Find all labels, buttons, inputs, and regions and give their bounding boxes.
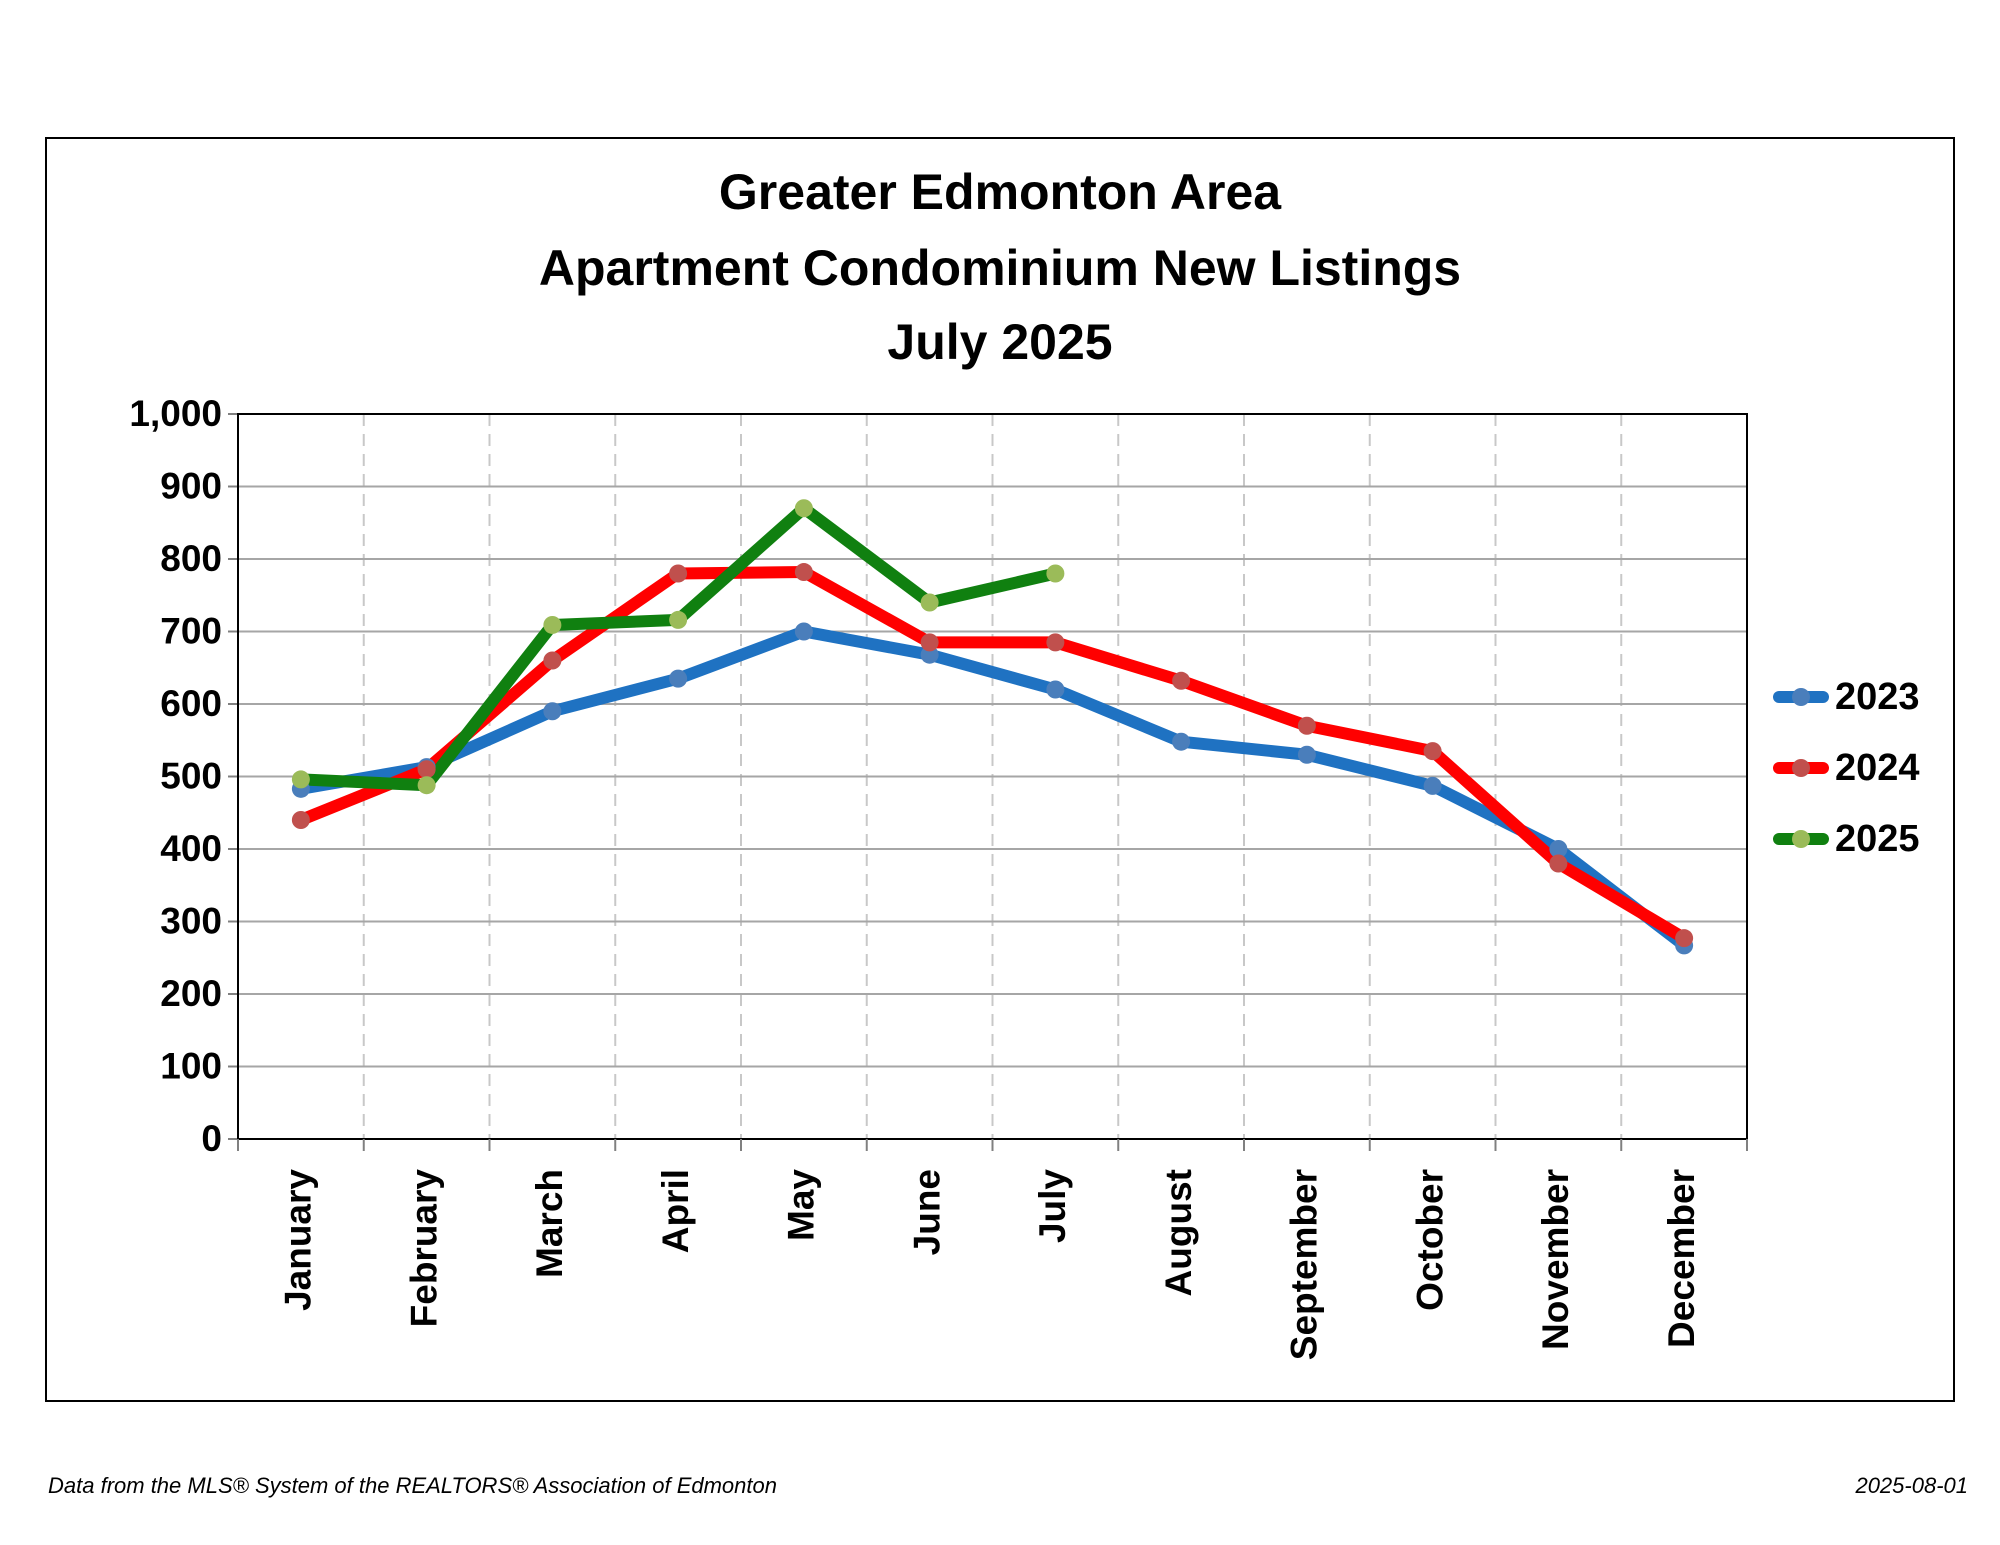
data-point bbox=[669, 669, 688, 688]
data-point bbox=[1172, 671, 1191, 690]
data-point bbox=[1297, 745, 1316, 764]
y-tick-label: 200 bbox=[160, 973, 222, 1014]
data-point bbox=[669, 564, 688, 583]
x-tick-label: August bbox=[1158, 1169, 1199, 1296]
x-tick-label: July bbox=[1032, 1169, 1073, 1243]
data-point bbox=[543, 702, 562, 721]
y-tick-label: 1,000 bbox=[129, 393, 222, 434]
data-point bbox=[920, 645, 939, 664]
x-tick-label: November bbox=[1535, 1169, 1576, 1350]
y-tick-label: 400 bbox=[160, 828, 222, 869]
data-point bbox=[1297, 716, 1316, 735]
x-tick-label: March bbox=[529, 1169, 570, 1278]
data-point bbox=[794, 622, 813, 641]
y-tick-label: 100 bbox=[160, 1045, 222, 1086]
data-point bbox=[794, 499, 813, 518]
y-tick-label: 300 bbox=[160, 900, 222, 941]
series-line bbox=[294, 566, 1691, 945]
y-tick-label: 600 bbox=[160, 683, 222, 724]
y-tick-label: 0 bbox=[201, 1118, 222, 1159]
data-point bbox=[1423, 742, 1442, 761]
data-point bbox=[669, 610, 688, 629]
data-point bbox=[543, 615, 562, 634]
x-tick-label: May bbox=[781, 1169, 822, 1241]
x-tick-label: October bbox=[1409, 1169, 1450, 1311]
data-point bbox=[1046, 633, 1065, 652]
date-note: 2025-08-01 bbox=[1854, 1473, 1968, 1498]
x-tick-label: February bbox=[403, 1169, 444, 1328]
legend-label: 2025 bbox=[1835, 818, 1920, 860]
legend-marker bbox=[1792, 759, 1810, 777]
data-point bbox=[1046, 564, 1065, 583]
data-point bbox=[920, 593, 939, 612]
y-tick-label: 900 bbox=[160, 465, 222, 506]
source-note: Data from the MLS® System of the REALTOR… bbox=[48, 1473, 777, 1498]
data-point bbox=[417, 760, 436, 779]
legend-label: 2023 bbox=[1835, 676, 1920, 718]
data-point bbox=[291, 770, 310, 789]
data-point bbox=[920, 633, 939, 652]
data-point bbox=[291, 811, 310, 829]
data-point bbox=[1549, 840, 1568, 858]
data-point bbox=[794, 563, 813, 582]
x-tick-label: September bbox=[1284, 1169, 1325, 1360]
y-tick-label: 500 bbox=[160, 755, 222, 796]
data-point bbox=[1675, 929, 1694, 948]
chart-title: Apartment Condominium New Listings bbox=[539, 240, 1461, 296]
legend-label: 2024 bbox=[1835, 747, 1920, 789]
legend-marker bbox=[1792, 688, 1810, 706]
legend-marker bbox=[1792, 830, 1810, 848]
x-tick-label: December bbox=[1661, 1169, 1702, 1348]
data-point bbox=[543, 651, 562, 670]
data-point bbox=[1549, 854, 1568, 873]
data-point bbox=[1046, 680, 1065, 699]
chart-title: Greater Edmonton Area bbox=[719, 164, 1282, 220]
data-point bbox=[1423, 776, 1442, 795]
y-tick-label: 700 bbox=[160, 610, 222, 651]
series-line bbox=[294, 625, 1691, 952]
chart-title: July 2025 bbox=[887, 314, 1112, 370]
x-tick-label: June bbox=[906, 1169, 947, 1255]
x-tick-label: April bbox=[655, 1169, 696, 1253]
x-tick-label: January bbox=[278, 1169, 319, 1311]
y-tick-label: 800 bbox=[160, 538, 222, 579]
data-point bbox=[417, 776, 436, 795]
data-point bbox=[1172, 732, 1191, 751]
